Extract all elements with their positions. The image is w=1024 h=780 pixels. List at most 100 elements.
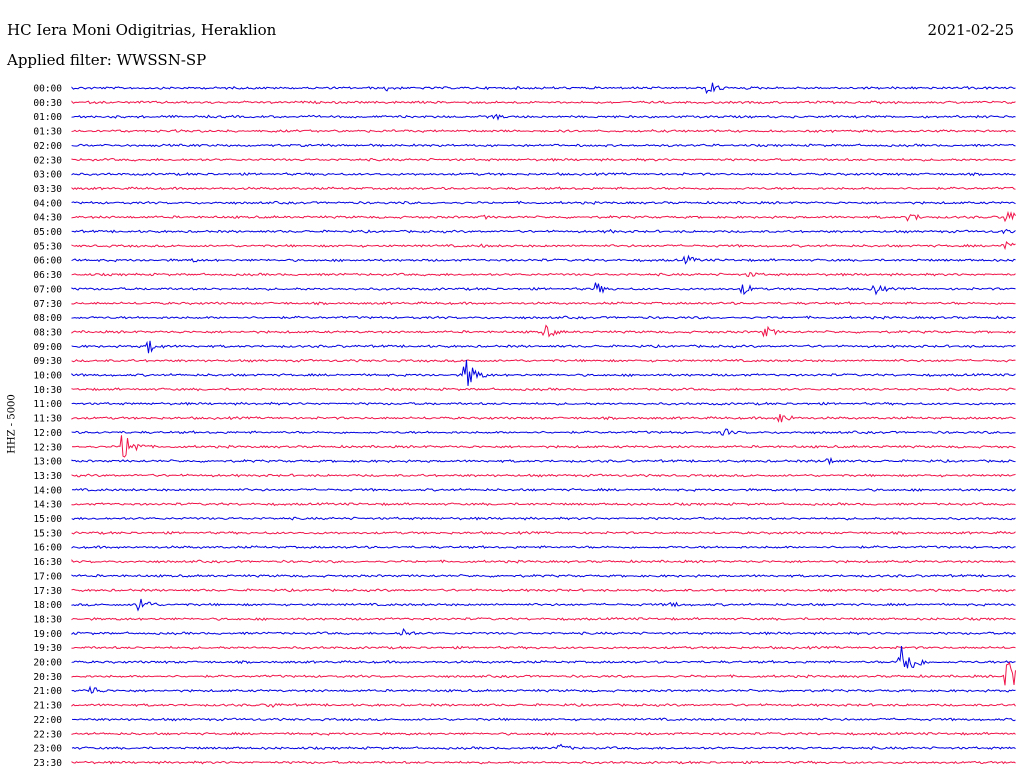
seismogram-trace bbox=[71, 301, 1016, 306]
channel-axis-label: HHZ - 5000 bbox=[6, 394, 18, 454]
seismogram-trace bbox=[71, 413, 1016, 423]
time-tick-label: 18:30 bbox=[33, 614, 62, 625]
time-tick-label: 21:00 bbox=[33, 686, 62, 697]
time-tick-label: 16:30 bbox=[33, 557, 62, 568]
seismogram-trace bbox=[71, 358, 1016, 363]
seismogram-trace bbox=[71, 282, 1016, 296]
seismogram-trace bbox=[71, 487, 1016, 492]
time-tick-label: 04:00 bbox=[33, 198, 62, 209]
time-tick-label: 14:00 bbox=[33, 485, 62, 496]
seismogram-trace bbox=[71, 616, 1016, 621]
time-tick-label: 15:00 bbox=[33, 514, 62, 525]
seismogram-trace bbox=[71, 588, 1016, 593]
seismogram-trace bbox=[71, 254, 1016, 265]
time-tick-label: 20:30 bbox=[33, 672, 62, 683]
time-tick-label: 18:00 bbox=[33, 600, 62, 611]
time-tick-label: 15:30 bbox=[33, 528, 62, 539]
seismogram-trace bbox=[71, 731, 1016, 736]
time-tick-label: 08:00 bbox=[33, 313, 62, 324]
seismogram-trace bbox=[71, 646, 1016, 669]
time-tick-label: 13:30 bbox=[33, 471, 62, 482]
seismogram-trace bbox=[71, 760, 1016, 765]
time-tick-label: 17:00 bbox=[33, 571, 62, 582]
seismogram-trace bbox=[71, 502, 1016, 507]
seismogram-trace bbox=[71, 545, 1016, 550]
time-tick-label: 04:30 bbox=[33, 213, 62, 224]
time-tick-label: 00:00 bbox=[33, 84, 62, 95]
time-tick-label: 12:00 bbox=[33, 428, 62, 439]
time-tick-label: 03:00 bbox=[33, 170, 62, 181]
time-tick-label: 02:00 bbox=[33, 141, 62, 152]
seismogram-trace bbox=[71, 516, 1016, 521]
seismogram-trace bbox=[71, 702, 1016, 709]
time-tick-label: 12:30 bbox=[33, 442, 62, 453]
seismogram-trace bbox=[71, 82, 1016, 95]
seismogram-trace bbox=[71, 340, 1016, 354]
seismogram-trace bbox=[71, 627, 1016, 636]
time-tick-label: 21:30 bbox=[33, 701, 62, 712]
time-tick-label: 08:30 bbox=[33, 327, 62, 338]
seismogram-trace bbox=[71, 143, 1016, 148]
filter-label: Applied filter: WWSSN-SP bbox=[7, 51, 207, 69]
seismogram-trace bbox=[71, 200, 1016, 205]
time-tick-label: 06:00 bbox=[33, 256, 62, 267]
time-tick-label: 14:30 bbox=[33, 500, 62, 511]
time-tick-label: 01:30 bbox=[33, 127, 62, 138]
time-tick-label: 17:30 bbox=[33, 586, 62, 597]
time-tick-label: 07:30 bbox=[33, 299, 62, 310]
time-tick-label: 11:00 bbox=[33, 399, 62, 410]
time-tick-label: 10:30 bbox=[33, 385, 62, 396]
seismogram-trace bbox=[71, 435, 1016, 458]
seismogram-trace bbox=[71, 129, 1016, 134]
time-tick-label: 02:30 bbox=[33, 155, 62, 166]
seismogram-trace bbox=[71, 100, 1016, 105]
seismogram-trace bbox=[71, 743, 1016, 751]
time-tick-label: 00:30 bbox=[33, 98, 62, 109]
seismogram-trace bbox=[71, 401, 1016, 406]
time-tick-label: 05:00 bbox=[33, 227, 62, 238]
seismogram-trace bbox=[71, 685, 1016, 694]
time-tick-label: 09:00 bbox=[33, 342, 62, 353]
seismogram-trace bbox=[71, 210, 1016, 223]
time-tick-label: 10:00 bbox=[33, 371, 62, 382]
time-tick-label: 11:30 bbox=[33, 414, 62, 425]
station-title: HC Iera Moni Odigitrias, Heraklion bbox=[7, 21, 277, 39]
seismogram-trace bbox=[71, 717, 1016, 722]
time-tick-label: 03:30 bbox=[33, 184, 62, 195]
time-tick-label: 05:30 bbox=[33, 241, 62, 252]
seismogram-trace bbox=[71, 598, 1016, 612]
seismogram-trace bbox=[71, 558, 1016, 564]
seismogram-trace bbox=[71, 186, 1016, 191]
seismogram-trace bbox=[71, 113, 1016, 121]
time-tick-label: 23:00 bbox=[33, 744, 62, 755]
seismogram-trace bbox=[71, 241, 1016, 251]
seismogram-trace bbox=[71, 315, 1016, 320]
time-tick-label: 01:00 bbox=[33, 112, 62, 123]
time-tick-label: 19:30 bbox=[33, 643, 62, 654]
time-tick-label: 22:30 bbox=[33, 729, 62, 740]
time-tick-label: 19:00 bbox=[33, 629, 62, 640]
time-tick-label: 09:30 bbox=[33, 356, 62, 367]
seismogram-trace bbox=[71, 157, 1016, 162]
seismogram-trace bbox=[71, 428, 1016, 436]
seismogram-trace bbox=[71, 271, 1016, 278]
seismogram-trace bbox=[71, 661, 1016, 686]
seismogram-trace bbox=[71, 645, 1016, 650]
time-tick-label: 20:00 bbox=[33, 658, 62, 669]
time-tick-label: 07:00 bbox=[33, 284, 62, 295]
record-date: 2021-02-25 bbox=[927, 21, 1014, 39]
time-tick-label: 22:00 bbox=[33, 715, 62, 726]
seismogram-trace bbox=[71, 473, 1016, 478]
seismogram-trace bbox=[71, 324, 1016, 338]
time-tick-label: 13:00 bbox=[33, 457, 62, 468]
seismogram-trace bbox=[71, 228, 1016, 235]
seismogram-trace bbox=[71, 456, 1016, 466]
seismogram-trace bbox=[71, 387, 1016, 392]
time-tick-label: 16:00 bbox=[33, 543, 62, 554]
seismogram-trace bbox=[71, 530, 1016, 536]
time-tick-label: 06:30 bbox=[33, 270, 62, 281]
seismogram-trace bbox=[71, 359, 1016, 386]
seismogram-trace bbox=[71, 573, 1016, 578]
seismogram-trace bbox=[71, 172, 1016, 177]
